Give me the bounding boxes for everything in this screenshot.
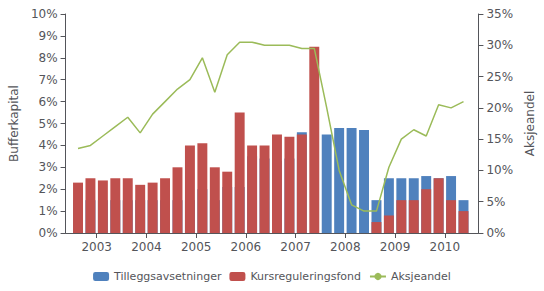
svg-text:Bufferkapital: Bufferkapital bbox=[7, 85, 21, 162]
svg-text:10%: 10% bbox=[486, 163, 513, 177]
svg-text:2007: 2007 bbox=[280, 240, 311, 254]
svg-text:2%: 2% bbox=[39, 182, 58, 196]
svg-text:Aksjeandel: Aksjeandel bbox=[391, 270, 451, 283]
svg-text:5%: 5% bbox=[39, 117, 58, 131]
svg-text:2008: 2008 bbox=[330, 240, 361, 254]
svg-text:3%: 3% bbox=[39, 160, 58, 174]
svg-text:2003: 2003 bbox=[81, 240, 112, 254]
svg-text:9%: 9% bbox=[39, 29, 58, 43]
svg-text:1%: 1% bbox=[39, 204, 58, 218]
svg-text:6%: 6% bbox=[39, 95, 58, 109]
svg-text:Aksjeandel: Aksjeandel bbox=[523, 91, 537, 156]
svg-text:25%: 25% bbox=[486, 70, 513, 84]
svg-text:7%: 7% bbox=[39, 73, 58, 87]
svg-text:5%: 5% bbox=[486, 195, 505, 209]
svg-text:35%: 35% bbox=[486, 7, 513, 21]
svg-text:2009: 2009 bbox=[380, 240, 411, 254]
svg-text:2006: 2006 bbox=[231, 240, 262, 254]
svg-text:2004: 2004 bbox=[131, 240, 162, 254]
svg-text:30%: 30% bbox=[486, 38, 513, 52]
svg-text:Kursreguleringsfond: Kursreguleringsfond bbox=[250, 270, 361, 283]
svg-text:10%: 10% bbox=[31, 7, 58, 21]
svg-text:2005: 2005 bbox=[181, 240, 212, 254]
svg-text:4%: 4% bbox=[39, 138, 58, 152]
svg-text:0%: 0% bbox=[486, 226, 505, 240]
svg-text:8%: 8% bbox=[39, 51, 58, 65]
svg-text:Tilleggsavsetninger: Tilleggsavsetninger bbox=[113, 270, 222, 283]
svg-text:15%: 15% bbox=[486, 132, 513, 146]
svg-text:20%: 20% bbox=[486, 101, 513, 115]
svg-text:2010: 2010 bbox=[430, 240, 461, 254]
svg-text:0%: 0% bbox=[39, 226, 58, 240]
